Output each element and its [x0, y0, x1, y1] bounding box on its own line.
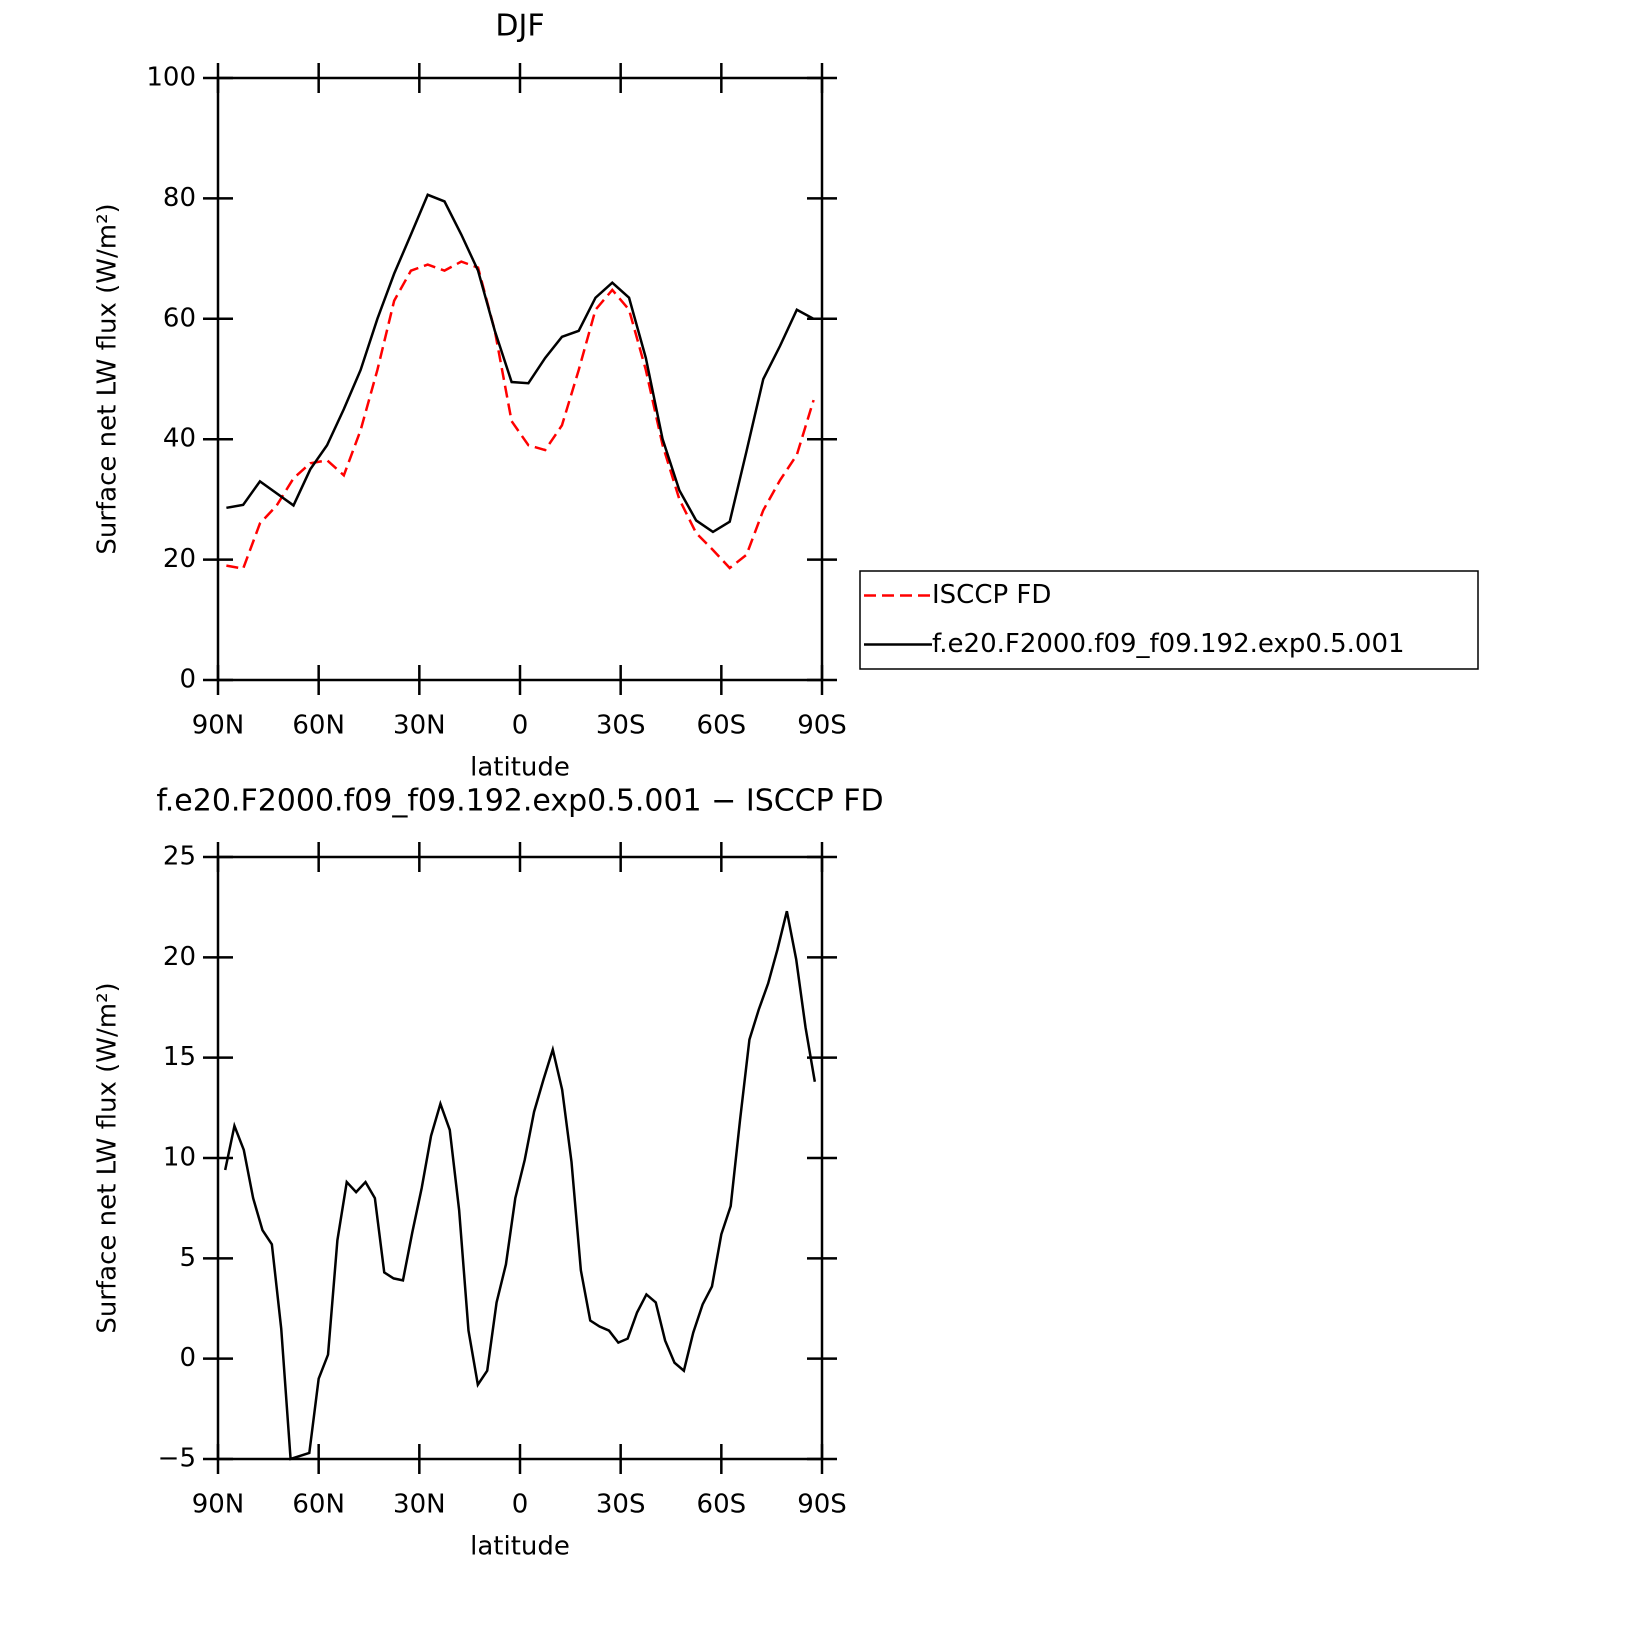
x-tick-label: 90N: [192, 1490, 245, 1520]
x-tick-label: 60S: [697, 711, 747, 741]
plot-frame: [216, 855, 824, 1461]
y-tick-label: 100: [146, 63, 196, 93]
x-axis-label: latitude: [470, 753, 570, 783]
x-tick-label: 60N: [292, 711, 345, 741]
y-tick-label: 20: [163, 942, 196, 972]
x-tick-label: 30N: [393, 711, 446, 741]
y-tick-label: 25: [163, 842, 196, 872]
y-tick-label: 5: [179, 1243, 196, 1273]
x-tick-label: 60N: [292, 1490, 345, 1520]
y-tick-label: 60: [163, 303, 196, 333]
chart-title: f.e20.F2000.f09_f09.192.exp0.5.001 − ISC…: [156, 784, 883, 819]
plot-frame: [216, 76, 824, 682]
legend-box: [859, 570, 1479, 670]
data-line: [223, 910, 817, 1461]
legend-label: ISCCP FD: [932, 580, 1051, 610]
x-axis-label: latitude: [470, 1532, 570, 1562]
y-tick-label: 80: [163, 183, 196, 213]
y-tick-label: −5: [158, 1444, 196, 1474]
y-tick-label: 15: [163, 1042, 196, 1072]
x-tick-label: 90S: [797, 1490, 847, 1520]
legend-label: f.e20.F2000.f09_f09.192.exp0.5.001: [932, 629, 1405, 659]
y-tick-label: 20: [163, 544, 196, 574]
x-tick-label: 60S: [697, 1490, 747, 1520]
x-tick-label: 30S: [596, 711, 646, 741]
y-tick-label: 0: [179, 1343, 196, 1373]
y-tick-label: 10: [163, 1143, 196, 1173]
data-line: [226, 193, 815, 534]
y-axis-label: Surface net LW flux (W/m²): [93, 203, 123, 554]
x-tick-label: 30N: [393, 1490, 446, 1520]
chart-title: DJF: [495, 9, 544, 44]
y-tick-label: 40: [163, 424, 196, 454]
data-line: [226, 260, 815, 571]
x-tick-label: 0: [512, 711, 529, 741]
x-tick-label: 90S: [797, 711, 847, 741]
y-axis-label: Surface net LW flux (W/m²): [93, 982, 123, 1333]
x-tick-label: 0: [512, 1490, 529, 1520]
y-tick-label: 0: [179, 665, 196, 695]
x-tick-label: 30S: [596, 1490, 646, 1520]
x-tick-label: 90N: [192, 711, 245, 741]
